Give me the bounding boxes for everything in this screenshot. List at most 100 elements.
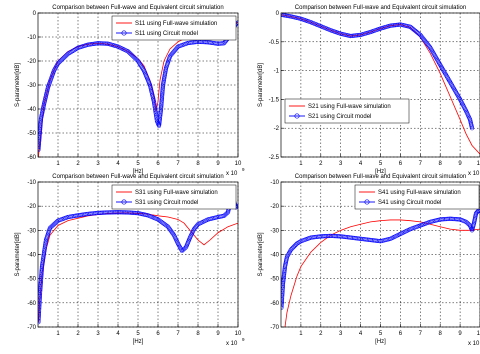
x-tick-label: 10 <box>477 331 480 337</box>
y-tick-label: -40 <box>27 253 36 259</box>
x-tick-label: 2 <box>76 161 80 167</box>
x-tick-label: 9 <box>458 161 462 167</box>
x-tick-label: 4 <box>116 161 120 167</box>
y-tick-label: -20 <box>27 59 36 65</box>
legend-label: S21 using Circuit model <box>308 114 371 120</box>
x-tick-label: 2 <box>319 161 323 167</box>
x-tick-label: 1 <box>299 161 303 167</box>
legend-label: S11 using Full-wave simulation <box>135 21 217 27</box>
x-tick-label: 3 <box>96 161 100 167</box>
legend-label: S31 using Circuit model <box>135 200 198 206</box>
x-tick-label: 8 <box>439 331 443 337</box>
y-tick-label: -50 <box>270 277 279 283</box>
x-tick-label: 9 <box>216 161 220 167</box>
x-tick-label: 10 <box>235 161 242 167</box>
x-tick-label: 1 <box>299 331 303 337</box>
x-exponent-label: x 10 <box>226 341 238 347</box>
y-axis-label: S-parameter[dB] <box>15 63 21 107</box>
x-tick-label: 5 <box>379 331 383 337</box>
y-tick-label: -50 <box>27 277 36 283</box>
y-axis-label: S-parameter[dB] <box>258 232 264 276</box>
x-tick-label: 10 <box>477 161 480 167</box>
x-tick-label: 3 <box>339 161 343 167</box>
chart-panel-4: 1 2 3 4 5 6 7 8 9 10 -70 -60 -50 -40 -30 -20 -10 Comparis… <box>258 174 480 347</box>
x-tick-label: 7 <box>419 161 423 167</box>
legend-label: S41 using Full-wave simulation <box>378 190 461 196</box>
y-tick-label: -40 <box>27 107 36 113</box>
x-exponent-label: x 10 <box>468 171 480 177</box>
y-tick-label: -70 <box>27 325 36 331</box>
x-tick-label: 3 <box>339 331 343 337</box>
x-tick-label: 7 <box>419 331 423 337</box>
y-tick-label: -70 <box>270 325 279 331</box>
y-tick-label: -20 <box>270 204 279 210</box>
chart-title: Comparison between Full-wave and Equival… <box>52 174 223 180</box>
y-tick-label: -1.5 <box>269 97 280 103</box>
x-exponent-power: 9 <box>242 167 245 172</box>
x-tick-label: 3 <box>96 331 100 337</box>
x-tick-label: 9 <box>216 331 220 337</box>
x-tick-label: 9 <box>458 331 462 337</box>
legend-label: S31 using Full-wave simulation <box>135 190 218 196</box>
x-tick-label: 1 <box>56 161 60 167</box>
chart-title: Comparison between Full-wave and Equival… <box>52 5 223 11</box>
chart-title: Comparison between Full-wave and Equival… <box>295 174 466 180</box>
x-tick-label: 8 <box>439 161 443 167</box>
x-tick-label: 6 <box>156 331 160 337</box>
x-tick-label: 4 <box>359 161 363 167</box>
x-tick-label: 6 <box>399 161 403 167</box>
x-tick-label: 8 <box>196 331 200 337</box>
x-tick-label: 5 <box>379 161 383 167</box>
x-exponent-label: x 10 <box>226 171 238 177</box>
y-tick-label: -30 <box>27 228 36 234</box>
y-tick-label: 0 <box>276 11 280 17</box>
y-tick-label: -30 <box>270 228 279 234</box>
x-tick-label: 2 <box>319 331 323 337</box>
y-tick-label: -2 <box>274 126 280 132</box>
legend: S41 using Full-wave simulation S41 using … <box>355 185 479 209</box>
chart-title: Comparison between Full-wave and Equival… <box>295 5 466 11</box>
legend-label: S11 using Circuit model <box>135 31 198 37</box>
x-tick-label: 6 <box>399 331 403 337</box>
y-axis-label: S-parameter[dB] <box>258 63 264 107</box>
y-tick-label: -40 <box>270 253 279 259</box>
x-tick-label: 7 <box>176 161 180 167</box>
legend-label: S21 using Full-wave simulation <box>308 104 391 110</box>
y-tick-label: 0 <box>33 11 37 17</box>
y-tick-label: -2.5 <box>269 155 280 161</box>
y-tick-label: -0.5 <box>269 40 280 46</box>
legend: S31 using Full-wave simulation S31 using … <box>112 185 236 209</box>
x-tick-label: 5 <box>136 331 140 337</box>
y-tick-label: -10 <box>27 180 36 186</box>
y-axis-label: S-parameter[dB] <box>15 232 21 276</box>
y-tick-label: -60 <box>270 301 279 307</box>
x-axis-label: [Hz] <box>133 339 144 345</box>
x-tick-label: 4 <box>359 331 363 337</box>
y-tick-label: -60 <box>27 155 36 161</box>
x-exponent-power: 9 <box>242 337 245 342</box>
x-tick-label: 8 <box>196 161 200 167</box>
x-tick-label: 5 <box>136 161 140 167</box>
x-tick-label: 1 <box>56 331 60 337</box>
legend: S11 using Full-wave simulation S11 using … <box>112 16 236 40</box>
y-tick-label: -10 <box>270 180 279 186</box>
x-tick-label: 6 <box>156 161 160 167</box>
x-tick-label: 10 <box>235 331 242 337</box>
x-tick-label: 7 <box>176 331 180 337</box>
y-tick-label: -10 <box>27 35 36 41</box>
legend: S21 using Full-wave simulation S21 using … <box>285 99 409 123</box>
x-tick-label: 2 <box>76 331 80 337</box>
x-axis-label: [Hz] <box>375 339 386 345</box>
y-tick-label: -1 <box>274 69 280 75</box>
y-tick-label: -20 <box>27 204 36 210</box>
x-tick-label: 4 <box>116 331 120 337</box>
chart-panel-2: 1 2 3 4 5 6 7 8 9 10 -2.5 -2 -1.5 -1 -0.5 0 Comparison b… <box>258 5 480 177</box>
x-exponent-label: x 10 <box>468 341 480 347</box>
y-tick-label: -60 <box>27 301 36 307</box>
legend-label: S41 using Circuit model <box>378 200 441 206</box>
y-tick-label: -30 <box>27 83 36 89</box>
